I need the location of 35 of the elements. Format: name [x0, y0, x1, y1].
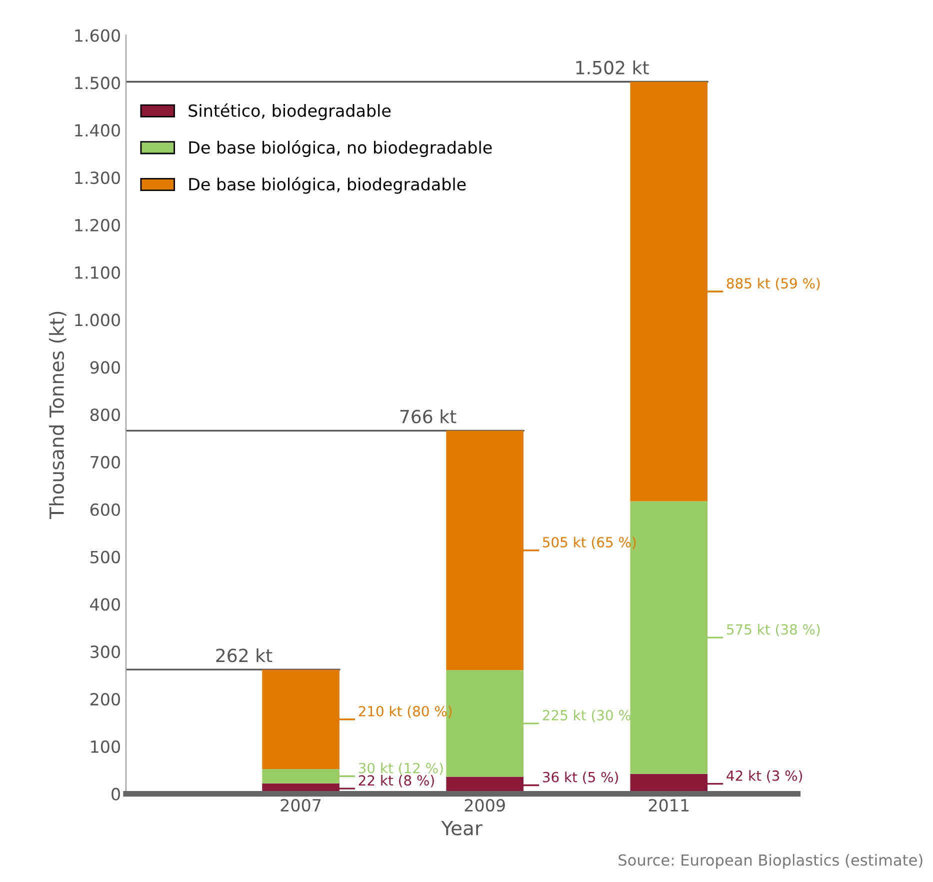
x-axis-title: Year — [441, 820, 482, 836]
data-label: 22 kt (8 %) — [358, 774, 434, 788]
y-tick-label: 400 — [90, 598, 120, 611]
ref-line-label: 262 kt — [216, 648, 272, 662]
y-tick-label: 1.500 — [75, 76, 120, 90]
y-axis-title: Thousand Tonnes (kt) — [49, 312, 66, 519]
legend-label: De base biológica, biodegradable — [189, 176, 466, 194]
ref-line-label: 1.502 kt — [576, 60, 649, 74]
y-tick-label: 500 — [90, 550, 120, 564]
data-label: 42 kt (3 %) — [726, 770, 802, 783]
y-tick-label: 0 — [112, 788, 120, 800]
y-tick-label: 1.400 — [75, 124, 120, 137]
y-tick-label: 800 — [90, 408, 120, 422]
data-label: 36 kt (5 %) — [542, 772, 618, 784]
y-tick-label: 1.200 — [75, 218, 120, 232]
y-tick-label: 700 — [90, 456, 120, 469]
data-label: 575 kt (38 %) — [727, 624, 820, 636]
y-tick-label: 100 — [91, 740, 120, 753]
ref-line-label: 766 kt — [400, 409, 456, 424]
y-tick-label: 300 — [90, 646, 120, 658]
y-tick-label: 900 — [90, 361, 120, 374]
source-note: Source: European Bioplastics (estimate) — [618, 854, 922, 869]
data-label: 885 kt (59 %) — [726, 278, 820, 290]
y-tick-label: 1.600 — [75, 29, 120, 42]
x-tick-label: 2007 — [280, 798, 321, 812]
legend-label: De base biológica, no biodegradable — [189, 140, 492, 157]
y-tick-label: 1.000 — [75, 314, 120, 326]
y-tick-label: 200 — [90, 692, 120, 706]
y-tick-label: 1.100 — [75, 266, 120, 279]
y-tick-label: 1.300 — [75, 171, 120, 184]
legend-label: Sintético, biodegradable — [188, 103, 391, 120]
x-tick-label: 2009 — [464, 798, 505, 812]
x-tick-label: 2011 — [648, 798, 689, 812]
y-tick-label: 600 — [90, 503, 120, 516]
data-label: 30 kt (12 %) — [358, 762, 443, 775]
